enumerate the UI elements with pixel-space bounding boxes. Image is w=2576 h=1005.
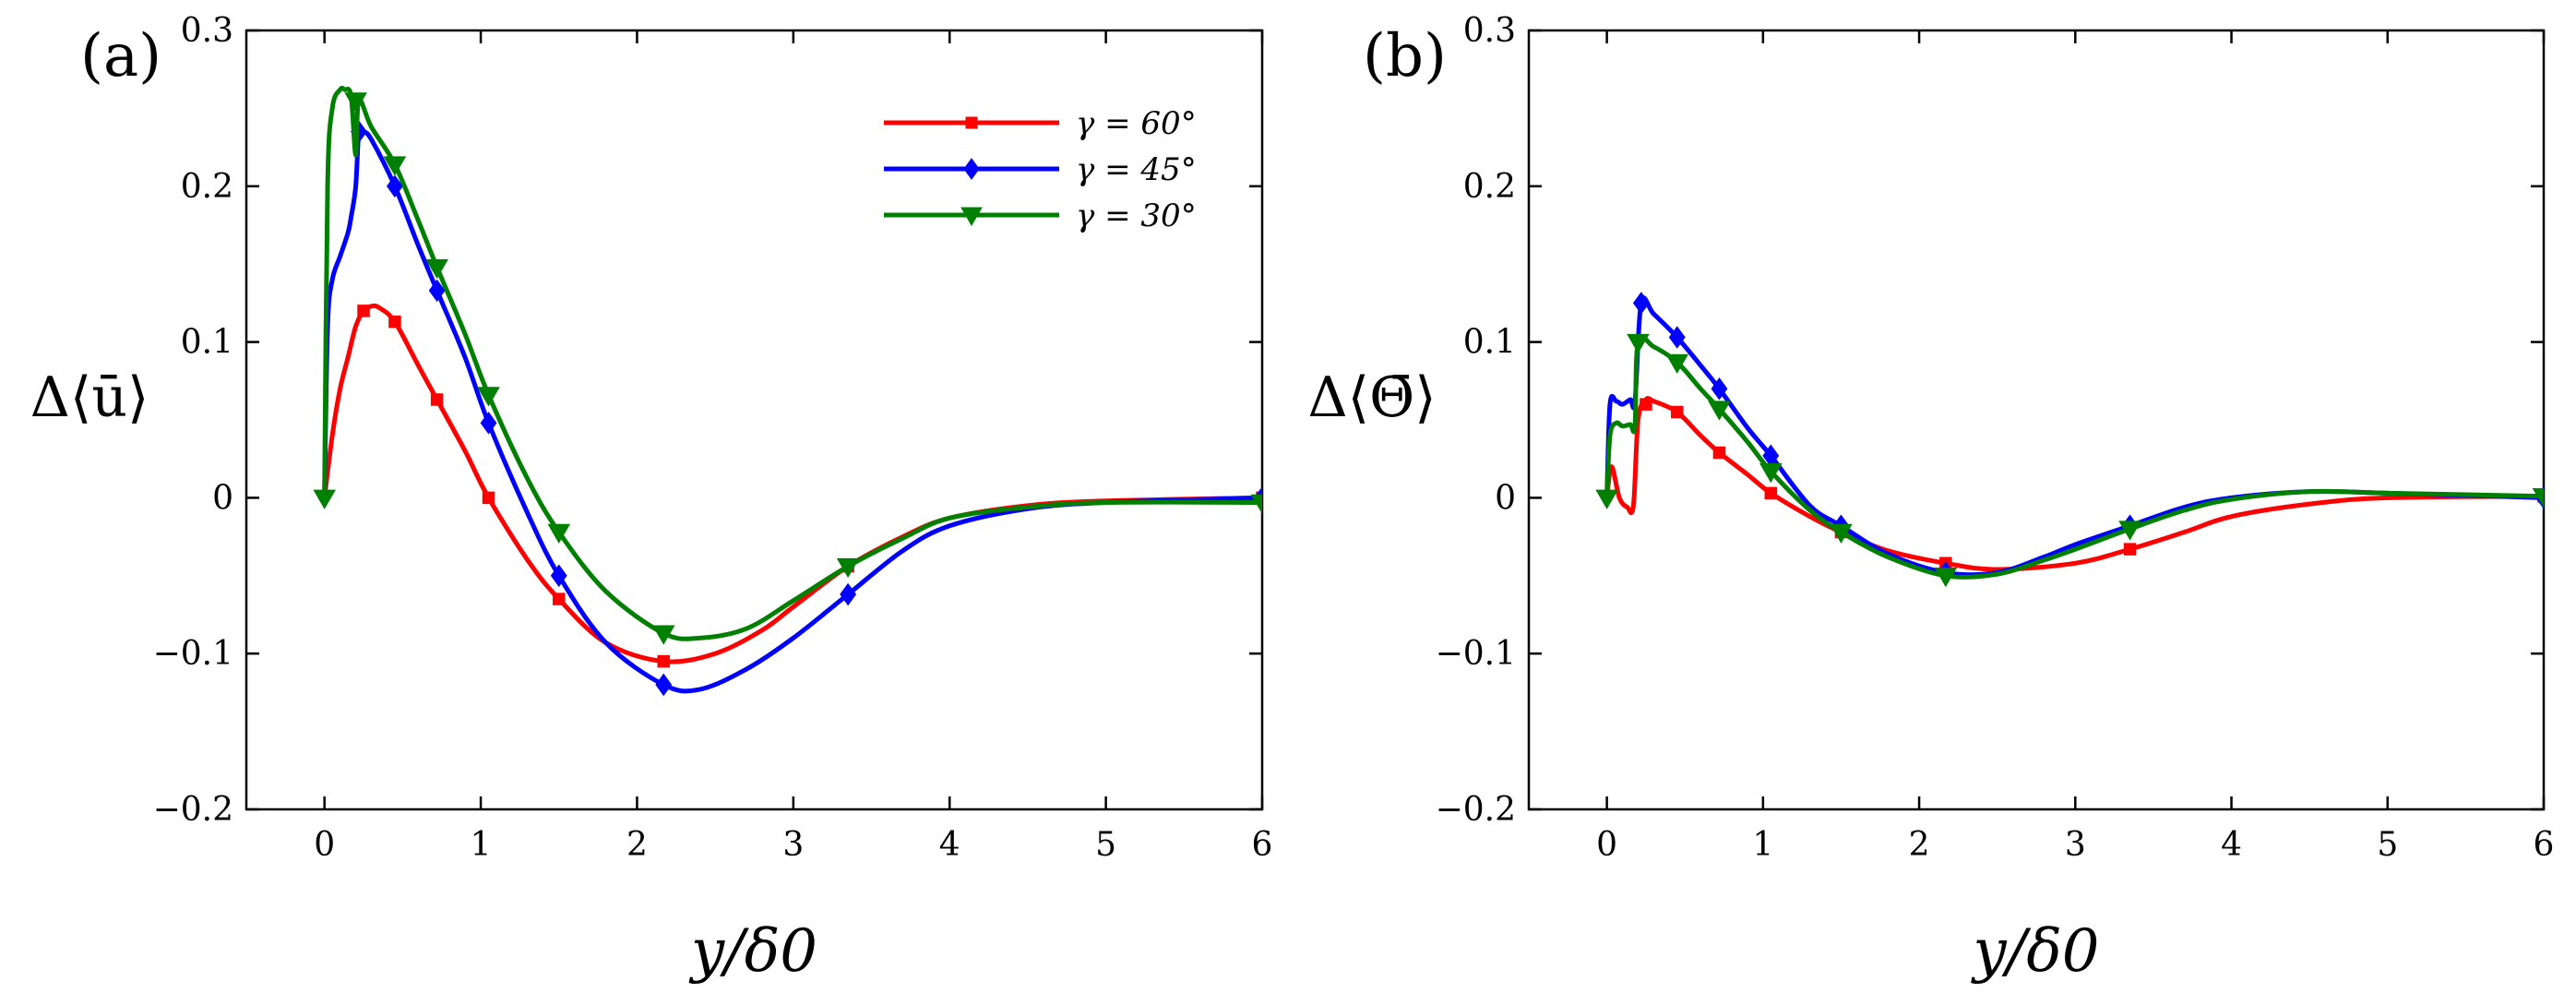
y-tick-label: 0.2: [1463, 168, 1516, 206]
x-tick-label: 6: [1252, 826, 1273, 864]
data-point: [2532, 487, 2544, 508]
x-tick-label: 0: [314, 826, 335, 864]
data-point: [482, 491, 495, 505]
data-point: [1640, 398, 1652, 411]
legend-label: γ = 60°: [1076, 105, 1197, 142]
data-point: [550, 564, 567, 588]
legend: γ = 60° γ = 45° γ = 30°: [884, 105, 1197, 234]
x-tick-label: 6: [2534, 826, 2555, 864]
x-tick-label: 2: [1909, 826, 1930, 864]
legend-marker: [965, 116, 978, 129]
data-point: [383, 156, 407, 176]
y-tick-label: −0.2: [1436, 791, 1516, 829]
y-tick-label: 0.3: [181, 12, 233, 50]
data-point: [840, 582, 857, 606]
y-tick-label: 0: [1495, 479, 1516, 517]
y-tick-label: −0.1: [153, 635, 233, 673]
data-point: [1250, 494, 1262, 514]
data-point: [1934, 568, 1958, 588]
panel-a: 0 1 2 3 4 5 6 −0.2 −0.1 0 0.1 0.2 0.3 (a) y/δ0 Δ⟨ū⟩ γ = …: [30, 12, 1273, 986]
axes-frame: [244, 29, 1264, 811]
data-point: [1759, 462, 1783, 484]
data-point: [388, 315, 401, 329]
data-point: [313, 489, 336, 509]
legend-marker: [963, 158, 980, 180]
data-point: [1595, 489, 1618, 509]
series-triangle-down: [313, 85, 1262, 645]
data-point: [344, 92, 367, 113]
series-square: [1604, 396, 2544, 572]
y-tick-label: 0.1: [181, 324, 233, 362]
y-tick-label: 0.1: [1463, 324, 1516, 362]
data-point: [428, 279, 446, 303]
data-point: [655, 673, 673, 697]
x-tick-label: 3: [2065, 826, 2086, 864]
data-point: [1711, 377, 1728, 401]
data-point: [1764, 486, 1778, 500]
legend-label: γ = 30°: [1076, 197, 1197, 234]
data-point: [836, 557, 860, 579]
data-point: [553, 592, 566, 605]
data-point: [1632, 292, 1650, 315]
y-tick-label: −0.2: [153, 791, 233, 829]
series-triangle-down: [1595, 333, 2544, 588]
data-point: [651, 625, 675, 645]
legend-marker: [960, 207, 983, 226]
panel-label: (b): [1363, 22, 1447, 90]
x-tick-label: 3: [782, 826, 804, 864]
series-line: [1604, 396, 2544, 572]
axes-frame: [1527, 29, 2546, 811]
x-tick-label: 5: [1095, 826, 1116, 864]
series-line: [1604, 295, 2544, 578]
y-tick-label: 0.2: [181, 168, 233, 206]
data-point: [1671, 405, 1684, 419]
data-point: [1708, 401, 1731, 421]
data-point: [547, 523, 571, 544]
y-tick-label: 0.3: [1463, 12, 1516, 50]
x-tick-label: 5: [2377, 826, 2398, 864]
panel-b: 0 1 2 3 4 5 6 −0.2 −0.1 0 0.1 0.2 0.3 (b) y/δ0 Δ⟨Θ̄⟩: [1307, 12, 2554, 986]
data-point: [1627, 333, 1650, 354]
y-tick-label: −0.1: [1436, 635, 1516, 673]
x-tick-label: 1: [1752, 826, 1773, 864]
panel-label: (a): [80, 22, 161, 90]
x-tick-label: 4: [2221, 826, 2242, 864]
data-point: [386, 174, 403, 198]
x-axis-label: y/δ0: [1971, 917, 2100, 986]
data-point: [1665, 353, 1689, 375]
legend-label: γ = 45°: [1076, 151, 1197, 188]
data-point: [477, 387, 500, 407]
data-point: [430, 393, 444, 406]
data-point: [480, 412, 497, 435]
y-axis-label: Δ⟨Θ̄⟩: [1307, 365, 1436, 430]
x-tick-label: 4: [939, 826, 960, 864]
data-point: [1712, 446, 1726, 460]
x-tick-label: 2: [626, 826, 648, 864]
x-tick-label: 1: [471, 826, 492, 864]
series-line: [1604, 334, 2544, 580]
data-point: [2118, 520, 2141, 541]
data-point: [1830, 523, 1853, 544]
data-point: [2123, 543, 2137, 556]
series-diamond: [1604, 292, 2544, 584]
data-point: [657, 654, 671, 668]
data-point: [1668, 326, 1686, 349]
x-tick-label: 0: [1596, 826, 1617, 864]
x-axis-label: y/δ0: [688, 917, 817, 986]
y-tick-label: 0: [212, 479, 233, 517]
data-point: [425, 258, 448, 280]
data-point: [357, 305, 370, 317]
y-axis-label: Δ⟨ū⟩: [30, 365, 149, 430]
